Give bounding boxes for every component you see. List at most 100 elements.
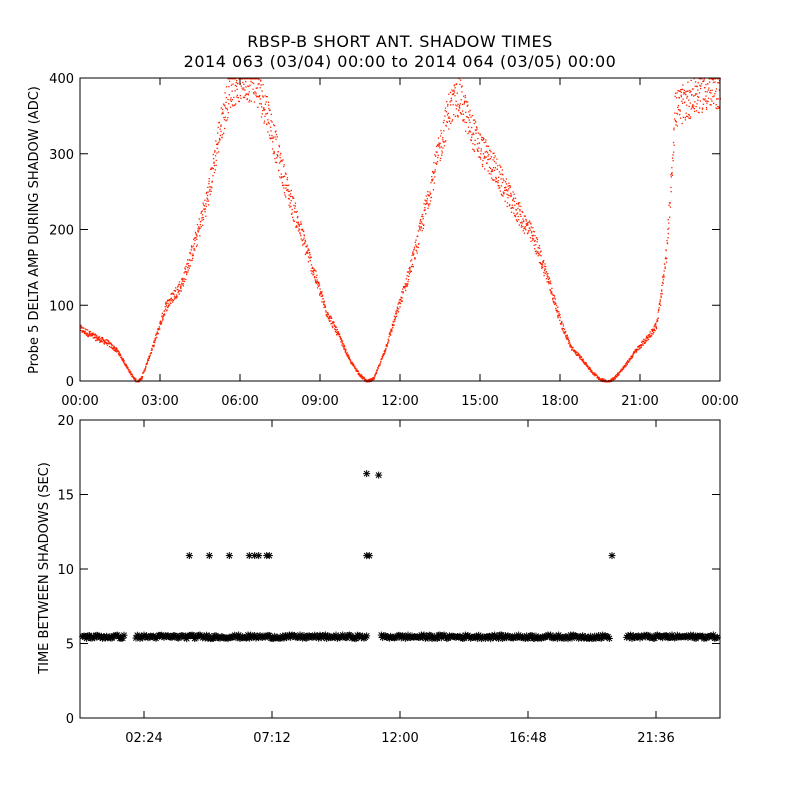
top-data-point xyxy=(641,341,643,343)
top-data-point xyxy=(432,170,434,173)
top-data-point xyxy=(480,158,482,160)
top-data-point xyxy=(408,273,411,275)
top-data-point xyxy=(574,351,576,354)
top-data-point xyxy=(212,175,214,177)
top-data-point xyxy=(596,375,598,377)
top-data-point xyxy=(299,223,302,225)
top-data-point xyxy=(526,223,528,225)
top-data-point xyxy=(482,159,484,162)
top-data-point xyxy=(446,101,448,103)
top-data-point xyxy=(323,302,325,304)
top-data-point xyxy=(97,337,99,340)
top-data-point xyxy=(172,301,174,303)
top-data-point xyxy=(536,238,539,241)
top-data-point xyxy=(444,110,446,112)
top-data-point xyxy=(522,230,524,232)
top-data-point xyxy=(558,314,561,317)
top-data-point xyxy=(293,204,295,207)
top-data-point xyxy=(104,341,107,343)
top-data-point xyxy=(162,317,164,319)
top-data-point xyxy=(419,220,421,222)
top-data-point xyxy=(258,95,260,98)
top-data-point xyxy=(174,290,177,292)
top-data-point xyxy=(666,242,669,245)
top-data-point xyxy=(423,224,425,226)
top-data-point xyxy=(414,257,416,259)
top-data-point xyxy=(262,110,264,112)
top-data-point xyxy=(169,300,171,302)
top-data-point xyxy=(376,369,379,371)
top-data-point xyxy=(356,370,358,372)
top-data-point xyxy=(591,371,593,373)
top-data-point xyxy=(304,240,307,242)
top-data-point xyxy=(311,272,313,274)
top-data-point xyxy=(315,270,317,272)
top-data-point xyxy=(421,230,423,232)
top-data-point xyxy=(132,377,135,379)
top-data-point xyxy=(420,218,422,221)
top-data-point xyxy=(427,194,429,196)
top-data-point xyxy=(302,230,304,232)
top-data-point xyxy=(294,202,297,204)
top-data-point xyxy=(440,146,442,148)
top-data-point xyxy=(167,299,169,301)
top-data-point xyxy=(709,91,711,93)
top-data-point xyxy=(554,303,556,305)
top-data-point xyxy=(465,121,468,124)
top-data-point xyxy=(151,347,153,350)
top-data-point xyxy=(369,378,371,381)
top-data-point xyxy=(90,333,92,335)
top-data-point xyxy=(150,349,153,351)
bottom-data-point xyxy=(605,635,613,643)
top-data-point xyxy=(481,136,483,138)
top-data-point xyxy=(394,320,396,322)
top-data-point xyxy=(450,104,452,106)
top-data-point xyxy=(562,323,564,325)
top-data-point xyxy=(245,78,247,80)
top-data-point xyxy=(106,342,108,344)
top-data-point xyxy=(492,167,495,169)
top-data-point xyxy=(697,95,699,98)
top-data-point xyxy=(98,336,100,338)
top-data-point xyxy=(699,100,701,102)
top-data-point xyxy=(387,338,389,340)
top-data-point xyxy=(497,180,499,182)
top-data-point xyxy=(670,186,672,189)
top-data-point xyxy=(678,90,680,92)
top-data-point xyxy=(190,259,192,262)
top-data-point xyxy=(111,344,114,346)
top-data-point xyxy=(568,342,571,344)
top-data-point xyxy=(304,239,306,241)
top-data-point xyxy=(361,377,363,379)
top-data-point xyxy=(344,351,346,353)
top-data-point xyxy=(286,189,288,191)
bottom-data-point xyxy=(205,552,213,560)
top-data-point xyxy=(288,194,290,196)
top-data-point xyxy=(472,148,474,150)
top-data-point xyxy=(313,273,315,275)
top-data-point xyxy=(433,182,435,184)
top-data-point xyxy=(265,113,267,115)
top-data-point xyxy=(283,164,285,166)
top-data-point xyxy=(461,91,463,93)
top-data-point xyxy=(529,229,531,231)
top-data-point xyxy=(223,104,225,106)
top-data-point xyxy=(668,204,670,206)
top-data-point xyxy=(190,253,192,255)
top-data-point xyxy=(717,82,719,84)
top-data-point xyxy=(281,176,283,178)
top-data-point xyxy=(224,127,226,130)
top-data-point xyxy=(339,333,341,335)
top-data-point xyxy=(440,129,442,132)
top-data-point xyxy=(552,298,554,300)
top-data-point xyxy=(474,144,476,146)
top-data-point xyxy=(703,99,705,101)
top-data-point xyxy=(543,274,545,277)
top-data-point xyxy=(198,226,200,228)
top-data-point xyxy=(299,232,301,234)
top-data-point xyxy=(687,81,689,83)
top-data-point xyxy=(666,258,668,260)
top-data-point xyxy=(696,103,698,105)
top-data-point xyxy=(484,157,486,159)
